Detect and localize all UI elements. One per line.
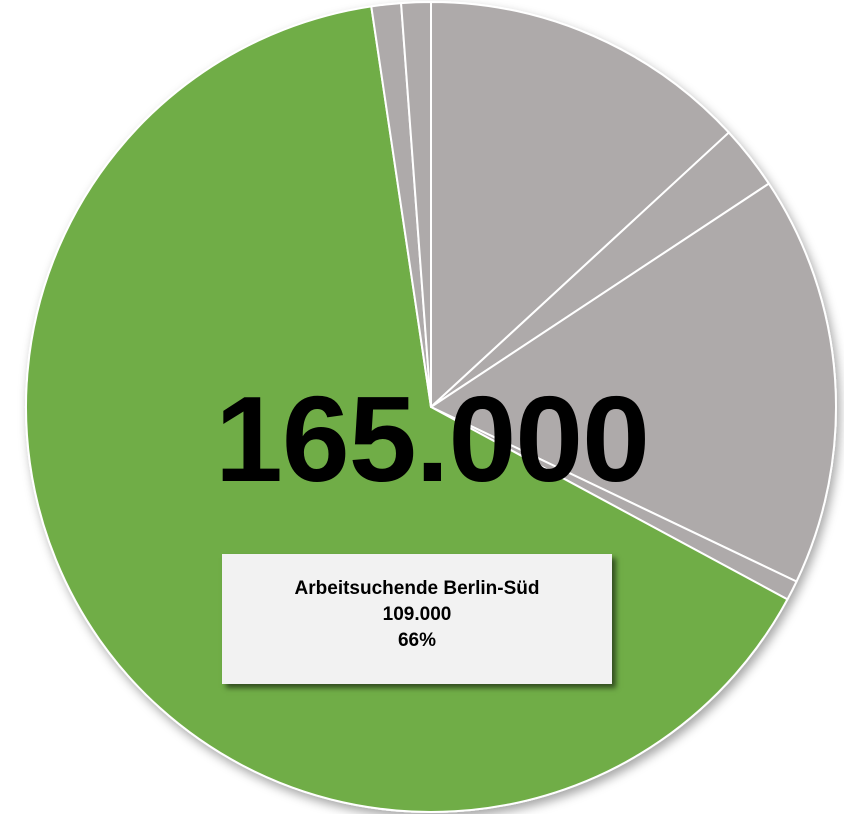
callout-name: Arbeitsuchende Berlin-Süd — [294, 578, 540, 599]
pie-slice — [430, 1, 730, 408]
slice-callout: Arbeitsuchende Berlin-Süd 109.000 66% — [222, 554, 612, 684]
pie-slice — [400, 1, 432, 408]
callout-percent: 66% — [397, 630, 437, 651]
callout-value: 109.000 — [382, 604, 452, 625]
total-value-label: 165.000 — [215, 371, 650, 507]
pie-slice — [430, 182, 837, 583]
